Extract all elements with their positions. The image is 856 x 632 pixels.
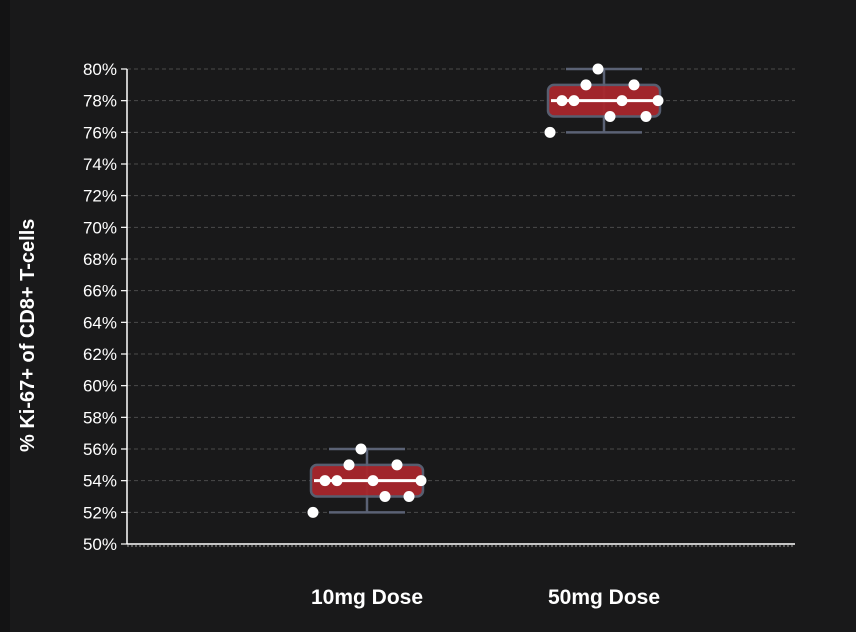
data-point [544,126,556,138]
x-tick-label: 10mg Dose [311,586,423,609]
y-tick-label: 54% [83,472,117,491]
data-point [568,95,580,107]
data-point [307,506,319,518]
y-tick-label: 68% [83,250,117,269]
data-point [604,111,616,122]
x-tick-label: 50mg Dose [548,586,660,609]
y-tick-label: 58% [83,408,117,427]
x-tick-labels: 10mg Dose 50mg Dose [311,586,660,609]
y-tick-label: 56% [83,440,117,459]
data-point [379,491,391,502]
data-point [556,95,568,107]
data-point [367,475,379,487]
data-point [391,459,403,471]
y-tick-label: 52% [83,503,117,522]
y-tick-labels: 80% 78% 76% 74% 72% 70% 68% 66% 64% 62% 60% 58% 56% 5… [83,60,117,554]
y-tick-label: 62% [83,345,117,364]
data-point [415,475,427,487]
y-axis-label: % Ki-67+ of CD8+ T-cells [17,218,39,452]
data-point [628,79,640,91]
data-point [580,79,592,91]
y-tick-label: 76% [83,123,117,142]
data-point [331,475,343,487]
grid-layer [127,68,795,513]
data-point [319,475,331,487]
y-tick-label: 70% [83,218,117,237]
data-point [652,95,664,107]
y-tick-label: 64% [83,313,117,332]
plot-panel [10,0,856,632]
y-tick-label: 60% [83,377,117,396]
axis-layer [121,68,795,547]
y-tick-label: 74% [83,155,117,174]
y-tick-label: 50% [83,535,117,554]
data-point [592,63,604,75]
data-point [355,443,367,455]
y-tick-label: 66% [83,282,117,301]
y-tick-label: 80% [83,60,117,79]
data-point [640,111,652,122]
point-layer [307,63,664,518]
y-tick-label: 78% [83,92,117,111]
data-point [403,491,415,502]
data-point [616,95,628,107]
y-tick-label: 72% [83,187,117,206]
data-point [343,459,355,471]
